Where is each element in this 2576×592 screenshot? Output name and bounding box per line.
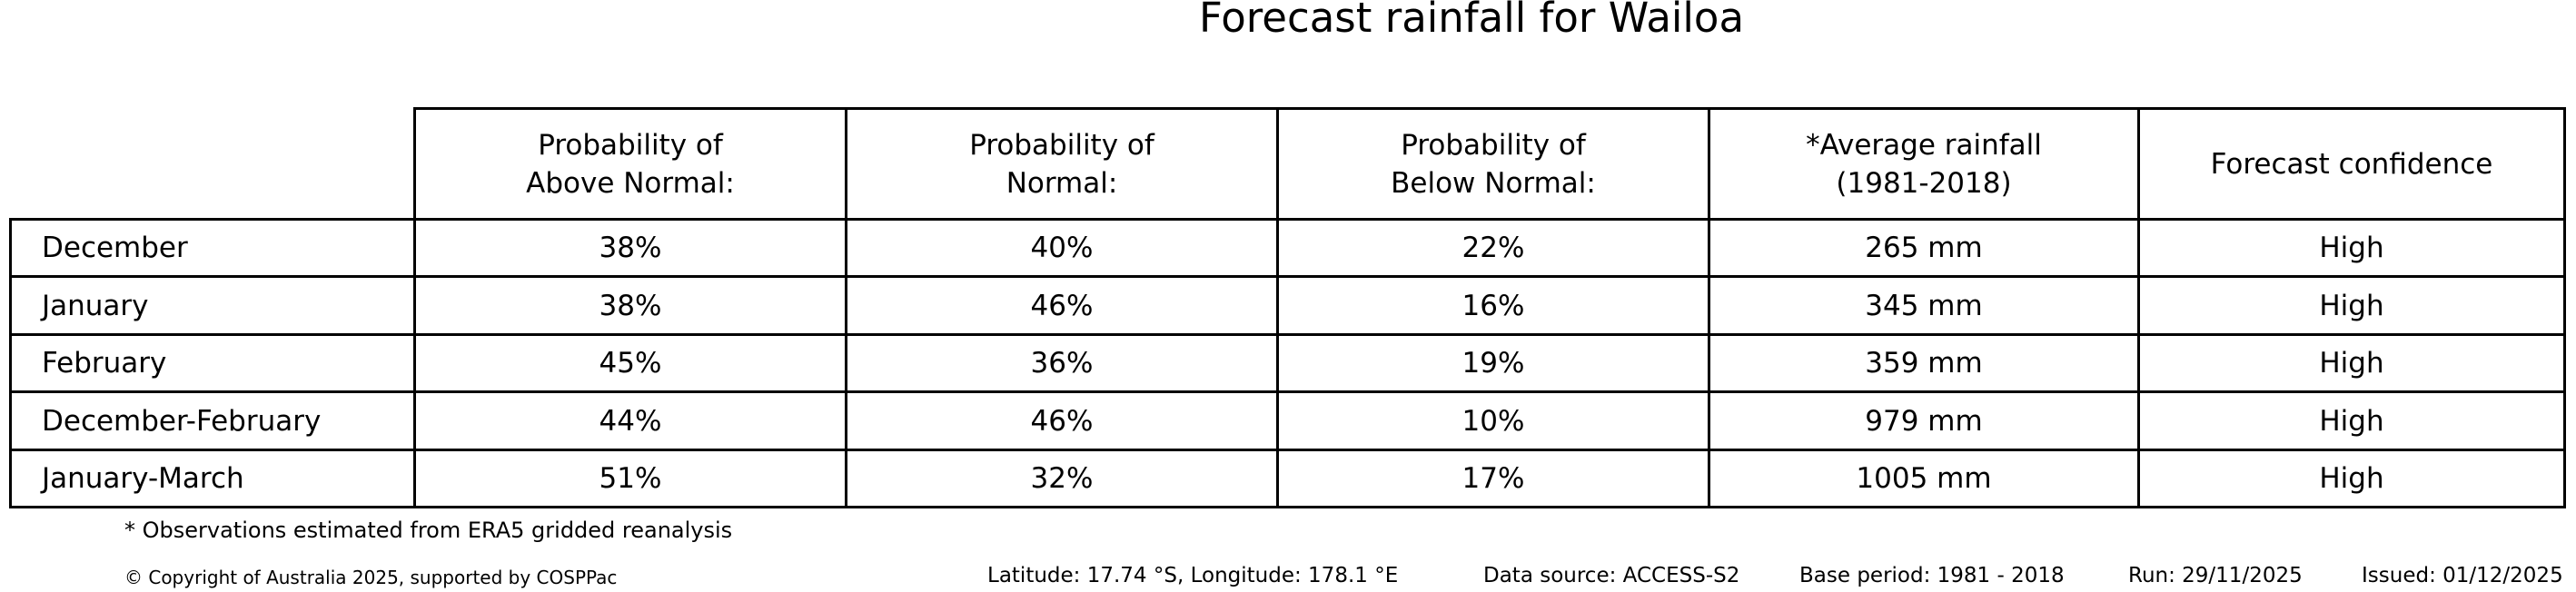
value-cell: 979 mm	[1708, 390, 2140, 451]
row-label-january: January	[9, 275, 416, 336]
value-cell: 44%	[413, 390, 847, 451]
value-cell: 345 mm	[1708, 275, 2140, 336]
value-cell: 19%	[1276, 333, 1710, 393]
value-cell: 16%	[1276, 275, 1710, 336]
value-cell: 359 mm	[1708, 333, 2140, 393]
table-row: February 45% 36% 19% 359 mm High	[9, 333, 2566, 393]
value-cell: 38%	[413, 218, 847, 278]
value-cell: High	[2137, 449, 2566, 508]
issued-date-text: Issued: 01/12/2025	[2362, 564, 2563, 587]
value-cell: 265 mm	[1708, 218, 2140, 278]
value-cell: 38%	[413, 275, 847, 336]
observations-footnote: * Observations estimated from ERA5 gridd…	[124, 518, 733, 543]
value-cell: 46%	[845, 275, 1279, 336]
data-source-text: Data source: ACCESS-S2	[1483, 564, 1740, 587]
header-prob-normal: Probability of Normal:	[845, 107, 1279, 221]
value-cell: 32%	[845, 449, 1279, 508]
run-date-text: Run: 29/11/2025	[2128, 564, 2303, 587]
row-label-february: February	[9, 333, 416, 393]
row-label-december: December	[9, 218, 416, 278]
value-cell: 1005 mm	[1708, 449, 2140, 508]
value-cell: 36%	[845, 333, 1279, 393]
base-period-text: Base period: 1981 - 2018	[1799, 564, 2065, 587]
table-row: December-February 44% 46% 10% 979 mm Hig…	[9, 390, 2566, 451]
value-cell: High	[2137, 390, 2566, 451]
value-cell: 17%	[1276, 449, 1710, 508]
lat-long-text: Latitude: 17.74 °S, Longitude: 178.1 °E	[987, 564, 1399, 587]
header-avg-rainfall: *Average rainfall (1981-2018)	[1708, 107, 2140, 221]
table-header-row: Probability of Above Normal: Probability…	[11, 107, 2566, 221]
value-cell: 51%	[413, 449, 847, 508]
row-label-december-february: December-February	[9, 390, 416, 451]
value-cell: 10%	[1276, 390, 1710, 451]
page-title: Forecast rainfall for Wailoa	[1198, 0, 1745, 42]
value-cell: 45%	[413, 333, 847, 393]
value-cell: 46%	[845, 390, 1279, 451]
row-label-january-march: January-March	[9, 449, 416, 508]
value-cell: High	[2137, 218, 2566, 278]
value-cell: 40%	[845, 218, 1279, 278]
forecast-table: Probability of Above Normal: Probability…	[9, 107, 2566, 508]
table-row: January 38% 46% 16% 345 mm High	[9, 275, 2566, 336]
header-prob-above: Probability of Above Normal:	[413, 107, 847, 221]
table-row: January-March 51% 32% 17% 1005 mm High	[9, 449, 2566, 508]
copyright-text: © Copyright of Australia 2025, supported…	[124, 567, 618, 588]
header-forecast-confidence: Forecast confidence	[2137, 107, 2566, 221]
value-cell: High	[2137, 275, 2566, 336]
value-cell: 22%	[1276, 218, 1710, 278]
table-row: December 38% 40% 22% 265 mm High	[9, 218, 2566, 278]
corner-cell	[11, 109, 415, 220]
value-cell: High	[2137, 333, 2566, 393]
header-prob-below: Probability of Below Normal:	[1276, 107, 1710, 221]
